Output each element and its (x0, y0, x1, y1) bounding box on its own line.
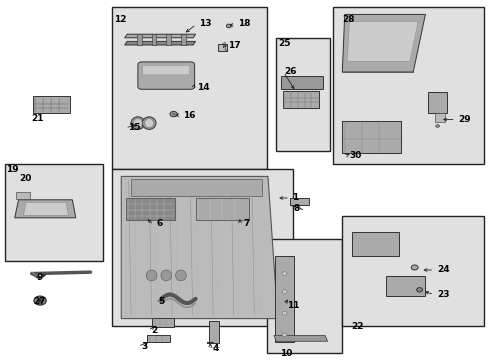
Bar (33, 96, 70, 113)
Polygon shape (23, 202, 68, 215)
Bar (217, 44, 227, 51)
Text: 20: 20 (20, 174, 32, 183)
Ellipse shape (146, 270, 157, 281)
Text: 16: 16 (183, 111, 196, 120)
Bar (274, 256, 294, 342)
Bar (131, 179, 262, 196)
Ellipse shape (282, 311, 286, 315)
Text: 5: 5 (158, 297, 164, 306)
Text: 14: 14 (196, 83, 209, 91)
Bar (266, 239, 342, 353)
Text: 29: 29 (458, 115, 470, 124)
Text: 21: 21 (31, 113, 43, 122)
Ellipse shape (37, 298, 43, 303)
Bar (282, 91, 319, 108)
Polygon shape (346, 22, 417, 61)
Bar (146, 335, 170, 342)
Text: 23: 23 (437, 290, 449, 299)
Bar (332, 7, 483, 164)
Bar (5, 164, 102, 261)
Text: 3: 3 (142, 342, 148, 351)
Ellipse shape (282, 290, 286, 293)
Ellipse shape (282, 272, 286, 275)
Bar (195, 198, 249, 220)
Bar (112, 7, 266, 169)
Text: 25: 25 (277, 39, 290, 48)
Text: 12: 12 (114, 15, 126, 24)
Ellipse shape (172, 113, 175, 115)
Bar (112, 169, 293, 326)
Ellipse shape (175, 270, 186, 281)
Ellipse shape (144, 118, 153, 127)
Bar (342, 216, 483, 326)
Polygon shape (124, 34, 195, 38)
Ellipse shape (416, 288, 422, 292)
Ellipse shape (410, 265, 417, 270)
Text: 2: 2 (151, 325, 158, 335)
Bar (289, 198, 308, 205)
Text: 6: 6 (156, 219, 163, 228)
Ellipse shape (133, 118, 142, 127)
Bar (209, 321, 219, 343)
Text: 4: 4 (212, 344, 219, 353)
Bar (166, 34, 171, 45)
Text: 28: 28 (342, 15, 354, 24)
Text: 8: 8 (293, 204, 299, 212)
FancyBboxPatch shape (138, 62, 194, 89)
Ellipse shape (226, 24, 231, 28)
Bar (181, 34, 185, 45)
Ellipse shape (170, 111, 177, 117)
Text: 13: 13 (199, 19, 211, 28)
Ellipse shape (282, 333, 286, 337)
Bar (126, 198, 175, 220)
Text: 22: 22 (350, 322, 363, 331)
Text: 26: 26 (284, 68, 297, 77)
Text: 19: 19 (6, 165, 19, 174)
Bar (434, 113, 444, 122)
Polygon shape (121, 176, 277, 319)
Ellipse shape (161, 270, 171, 281)
Text: 24: 24 (437, 266, 449, 274)
Bar (276, 38, 329, 151)
Ellipse shape (131, 117, 144, 129)
Text: 30: 30 (349, 151, 361, 160)
Bar (351, 232, 398, 256)
Ellipse shape (34, 296, 46, 305)
Text: 1: 1 (292, 194, 298, 202)
Bar (16, 192, 30, 199)
Bar (386, 276, 425, 296)
Ellipse shape (39, 300, 41, 301)
Text: 17: 17 (228, 40, 241, 49)
Polygon shape (124, 41, 195, 45)
Text: 18: 18 (238, 19, 250, 28)
Text: 15: 15 (128, 123, 141, 132)
Bar (137, 34, 142, 45)
Polygon shape (342, 14, 425, 72)
Bar (151, 318, 173, 327)
Bar (281, 76, 322, 89)
Text: 10: 10 (279, 349, 291, 358)
Bar (427, 92, 447, 113)
Text: 27: 27 (33, 297, 46, 306)
Bar (151, 34, 156, 45)
Text: 9: 9 (37, 274, 43, 282)
FancyBboxPatch shape (142, 66, 189, 75)
Text: 7: 7 (243, 219, 249, 228)
Text: 11: 11 (286, 301, 299, 310)
Bar (342, 121, 400, 153)
Ellipse shape (142, 117, 156, 129)
Polygon shape (15, 200, 76, 218)
Polygon shape (273, 336, 327, 341)
Ellipse shape (435, 125, 439, 127)
